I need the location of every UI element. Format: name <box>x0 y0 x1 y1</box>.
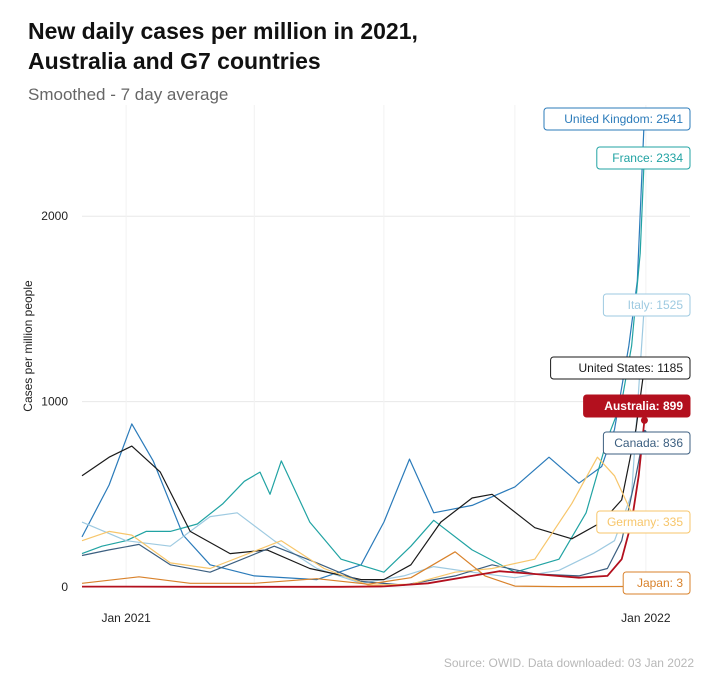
source-note: Source: OWID. Data downloaded: 03 Jan 20… <box>443 656 694 670</box>
series-line-united-kingdom <box>81 115 645 581</box>
x-tick-label: Jan 2022 <box>621 611 671 625</box>
series-line-italy <box>81 304 645 584</box>
y-tick-label: 1000 <box>41 395 68 409</box>
end-label-australia: Australia: 899 <box>604 399 683 413</box>
chart-subtitle: Smoothed - 7 day average <box>28 85 229 104</box>
end-label-box-italy <box>602 293 691 317</box>
end-label-box-france <box>596 146 691 170</box>
end-label-italy: Italy: 1525 <box>628 298 684 312</box>
x-tick-label: Jan 2021 <box>101 611 151 625</box>
end-label-box-united-states <box>550 356 691 380</box>
end-label-france: France: 2334 <box>612 151 683 165</box>
series-line-australia <box>82 420 646 588</box>
series-line-united-states <box>81 367 645 581</box>
end-label-united-kingdom: United Kingdom: 2541 <box>564 112 683 126</box>
end-label-germany: Germany: 335 <box>607 515 683 529</box>
series-end-point-australia <box>640 416 648 424</box>
end-label-box-canada <box>602 431 691 455</box>
end-label-box-germany <box>596 510 691 534</box>
end-label-box-australia <box>583 394 691 418</box>
chart-title: New daily cases per million in 2021, Aus… <box>28 18 418 74</box>
end-label-japan: Japan: 3 <box>637 576 683 590</box>
end-label-canada: Canada: 836 <box>614 436 683 450</box>
series-line-japan <box>81 551 645 588</box>
end-label-united-states: United States: 1185 <box>578 361 683 375</box>
y-tick-label: 0 <box>61 580 68 594</box>
y-tick-label: 2000 <box>41 209 68 223</box>
end-label-box-japan <box>622 571 691 595</box>
end-label-box-united-kingdom <box>543 107 691 131</box>
y-axis-title: Cases per million people <box>21 280 35 412</box>
